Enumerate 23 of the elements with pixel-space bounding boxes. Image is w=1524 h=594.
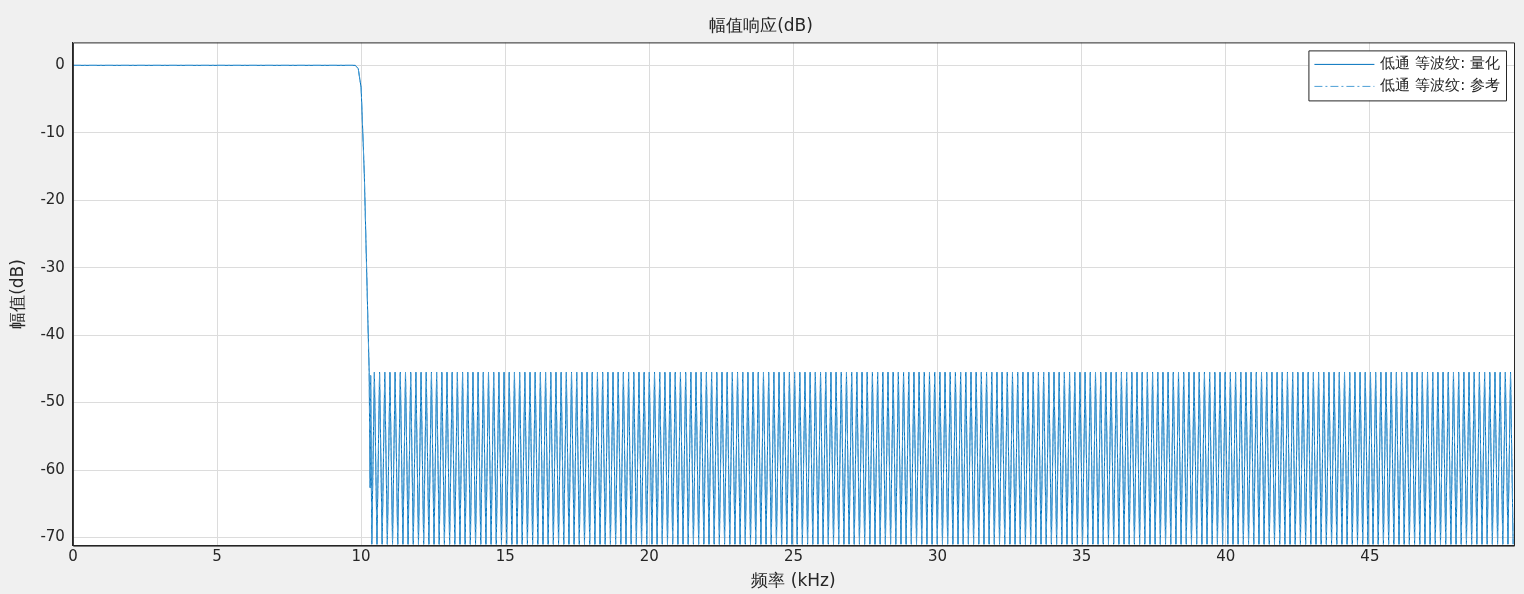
x-tick-label: 5 (212, 547, 222, 566)
y-tick-label: -70 (40, 527, 65, 546)
x-tick-label: 35 (1072, 547, 1092, 566)
x-tick-label: 30 (928, 547, 948, 566)
x-tick-label: 0 (68, 547, 78, 566)
y-tick-label: -40 (40, 325, 65, 344)
x-tick-label: 10 (351, 547, 371, 566)
y-tick-label: -30 (40, 257, 65, 276)
y-tick-label: -10 (40, 122, 65, 141)
legend-label: 低通 等波纹: 量化 (1380, 54, 1500, 73)
y-tick-label: -60 (40, 459, 65, 478)
legend-label: 低通 等波纹: 参考 (1380, 76, 1500, 95)
y-tick-label: -20 (40, 190, 65, 209)
y-tick-label: -50 (40, 392, 65, 411)
x-tick-label: 25 (783, 547, 803, 566)
x-axis-title: 频率 (kHz) (751, 570, 836, 591)
x-tick-label: 40 (1216, 547, 1236, 566)
y-tick-label: 0 (55, 55, 65, 74)
x-tick-label: 45 (1360, 547, 1380, 566)
chart-title: 幅值响应(dB) (709, 14, 813, 35)
x-tick-label: 15 (495, 547, 515, 566)
y-axis-title: 幅值(dB) (6, 259, 27, 329)
x-tick-label: 20 (639, 547, 659, 566)
